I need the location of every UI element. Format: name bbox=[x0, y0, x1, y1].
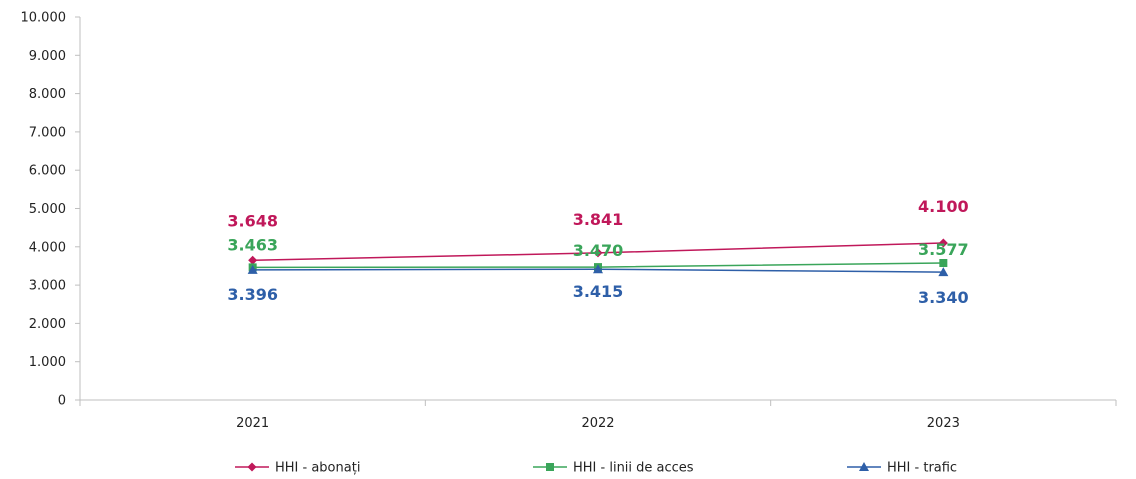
data-point-marker bbox=[938, 267, 949, 277]
legend-marker bbox=[247, 462, 257, 472]
data-point-marker bbox=[939, 259, 948, 268]
legend-marker bbox=[546, 463, 554, 471]
legend-marker bbox=[859, 462, 869, 471]
x-tick-label: 2023 bbox=[927, 416, 960, 431]
data-label: 3.463 bbox=[227, 235, 278, 254]
data-point-marker bbox=[248, 255, 258, 265]
data-point-marker bbox=[593, 248, 603, 258]
y-tick-label: 4.000 bbox=[29, 240, 66, 255]
data-label: 3.396 bbox=[227, 285, 278, 304]
chart-series bbox=[247, 238, 949, 277]
data-label: 3.340 bbox=[918, 288, 969, 307]
legend-label: HHI - abonați bbox=[275, 461, 360, 476]
chart-axes: 0 1.000 2.000 3.000 4.000 5.000 6.000 7.000 8.00… bbox=[21, 11, 1117, 431]
chart-data-labels: 3.648 3.841 4.100 3.463 3.470 3.577 3.396 3.415… bbox=[227, 197, 968, 307]
chart-legend: HHI - abonați HHI - linii de acces HHI - t… bbox=[235, 461, 957, 476]
y-tick-label: 2.000 bbox=[29, 317, 66, 332]
y-tick-label: 0 bbox=[58, 394, 66, 409]
x-tick-label: 2021 bbox=[236, 416, 269, 431]
y-tick-label: 6.000 bbox=[29, 164, 66, 179]
y-tick-label: 5.000 bbox=[29, 202, 66, 217]
data-label: 3.577 bbox=[918, 240, 969, 259]
y-tick-label: 8.000 bbox=[29, 87, 66, 102]
legend-item: HHI - linii de acces bbox=[533, 461, 694, 476]
series-2 bbox=[247, 264, 949, 277]
y-tick-label: 9.000 bbox=[29, 49, 66, 64]
y-tick-label: 1.000 bbox=[29, 355, 66, 370]
y-tick-label: 7.000 bbox=[29, 125, 66, 140]
legend-label: HHI - linii de acces bbox=[573, 461, 694, 476]
data-point-marker bbox=[938, 238, 948, 248]
legend-label: HHI - trafic bbox=[887, 461, 957, 476]
data-label: 3.841 bbox=[573, 210, 624, 229]
data-label: 3.470 bbox=[573, 241, 624, 260]
data-label: 3.415 bbox=[573, 282, 624, 301]
y-tick-label: 10.000 bbox=[21, 11, 67, 26]
data-label: 4.100 bbox=[918, 197, 969, 216]
data-point-marker bbox=[593, 264, 603, 274]
legend-item: HHI - abonați bbox=[235, 461, 360, 476]
data-label: 3.648 bbox=[227, 211, 278, 230]
x-tick-label: 2022 bbox=[581, 416, 614, 431]
y-tick-label: 3.000 bbox=[29, 279, 66, 294]
series-0 bbox=[248, 238, 948, 265]
legend-item: HHI - trafic bbox=[847, 461, 957, 476]
data-point-marker bbox=[247, 264, 258, 274]
